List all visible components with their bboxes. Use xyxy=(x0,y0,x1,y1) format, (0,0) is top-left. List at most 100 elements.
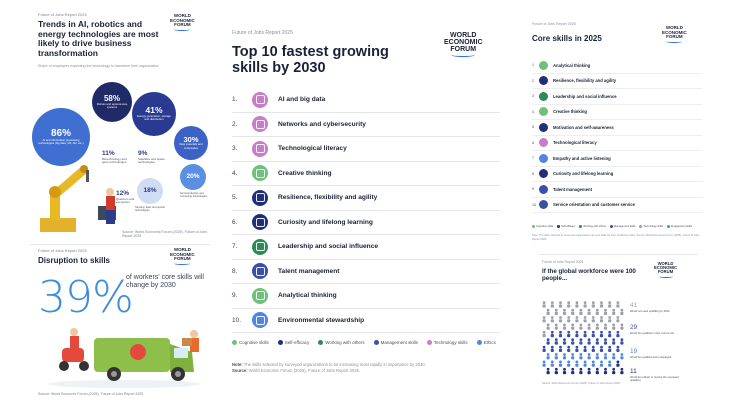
person-icon xyxy=(575,330,579,338)
person-icon xyxy=(550,330,554,338)
person-icon xyxy=(608,330,612,338)
person-icon xyxy=(612,308,616,315)
robot-arm-illustration xyxy=(40,165,116,232)
person-icon xyxy=(599,345,604,352)
person-icon xyxy=(583,360,587,367)
person-icon xyxy=(616,330,620,338)
top-skills-panel: Future of Jobs Report 2025 Top 10 fastes… xyxy=(222,14,504,386)
person-icon xyxy=(558,360,563,367)
person-icon xyxy=(595,323,599,330)
wef-logo: WORLD ECONOMIC FORUM xyxy=(662,25,687,43)
legend-item: Technology skills xyxy=(426,340,468,345)
stat-no-upskilling: 41 Would not need upskilling by 2030 xyxy=(630,302,670,313)
sensing-label: Sensing, laser and optical technologies xyxy=(135,206,165,213)
person-icon xyxy=(562,338,567,345)
person-icon xyxy=(550,345,554,352)
person-icon xyxy=(562,308,567,315)
legend-item: Working with others xyxy=(318,340,365,345)
person-icon xyxy=(567,301,571,308)
person-icon xyxy=(575,316,579,323)
report-kicker-2: Future of Jobs Report 2025 xyxy=(38,248,87,253)
person-icon xyxy=(567,345,571,352)
skill-icon xyxy=(539,60,548,70)
skill-icon xyxy=(539,153,548,163)
report-kicker: Future of Jobs Report 2025 xyxy=(532,22,576,26)
person-icon xyxy=(599,301,604,308)
person-icon xyxy=(612,323,616,330)
person-icon xyxy=(587,338,591,345)
person-icon xyxy=(591,360,595,367)
person-icon xyxy=(542,360,546,367)
person-icon xyxy=(620,308,624,315)
person-icon xyxy=(554,367,558,375)
person-icon xyxy=(546,338,550,345)
person-icon xyxy=(554,308,558,315)
person-icon xyxy=(603,323,608,330)
legend-item: Technology skills xyxy=(639,225,663,228)
person-icon xyxy=(587,353,591,360)
core-skill-row: 4 Creative thinking xyxy=(532,105,702,120)
skills-legend: Cognitive skills Self-efficacy Working w… xyxy=(232,340,496,345)
skill-icon xyxy=(252,140,268,157)
skill-row: 3. Technological literacy xyxy=(232,137,500,162)
skill-icon xyxy=(539,200,548,210)
wef-logo-2: WORLD ECONOMIC FORUM xyxy=(654,261,677,278)
legend-item: Management skills xyxy=(609,225,635,228)
big-number-description: of workers' core skills will change by 2… xyxy=(126,274,204,290)
person-icon xyxy=(603,353,608,360)
person-icon xyxy=(546,323,550,330)
person-icon xyxy=(567,330,571,338)
person-icon xyxy=(620,323,624,330)
person-icon xyxy=(583,345,587,352)
person-icon xyxy=(603,367,608,375)
person-icon xyxy=(546,308,550,315)
person-icon xyxy=(616,345,620,352)
note-quantum: 12% Quantum and encryption xyxy=(116,190,135,205)
core-skill-row: 3 Leadership and social influence xyxy=(532,89,702,105)
person-icon xyxy=(583,301,587,308)
person-icon xyxy=(579,353,583,360)
person-icon xyxy=(562,353,567,360)
person-icon xyxy=(599,360,604,367)
legend-item: Cognitive skills xyxy=(232,340,269,345)
source-2: Source: World Economic Forum (2025), Fut… xyxy=(38,392,144,396)
skill-icon xyxy=(252,263,268,280)
core-skill-row: 7 Empathy and active listening xyxy=(532,151,702,167)
skill-icon xyxy=(252,91,268,108)
skill-icon xyxy=(252,116,268,133)
people-grid xyxy=(542,301,624,375)
stat-upskilled-current: 29 Would be upskilled in their current ro… xyxy=(630,324,675,335)
top-skills-title: Top 10 fastest growing skills by 2030 xyxy=(232,44,389,76)
bubble-semiconductors: 20% xyxy=(180,164,206,190)
person-icon xyxy=(612,338,616,345)
person-icon xyxy=(608,345,612,352)
legend-item: Working with others xyxy=(579,225,606,228)
skill-icon xyxy=(539,169,548,179)
legend-item: Self-efficacy xyxy=(277,340,309,345)
person-icon xyxy=(608,316,612,323)
person-icon xyxy=(567,316,571,323)
legend-item: Engagement skills xyxy=(666,225,692,228)
person-icon xyxy=(571,338,575,345)
person-icon xyxy=(587,323,591,330)
person-icon xyxy=(595,308,599,315)
person-icon xyxy=(558,301,563,308)
person-icon xyxy=(616,360,620,367)
person-icon xyxy=(542,301,546,308)
bubble-materials: 30% New materials and composites xyxy=(174,126,208,160)
trends-subtitle: Share of employers expecting the technol… xyxy=(38,64,159,68)
person-icon xyxy=(608,301,612,308)
person-icon xyxy=(571,353,575,360)
bubble-ai: 86% AI and information processing techno… xyxy=(32,108,90,166)
core-skill-row: 10 Service orientation and customer servi… xyxy=(532,198,702,213)
report-kicker-2: Future of Jobs Report 2025 xyxy=(542,260,584,264)
person-icon xyxy=(554,323,558,330)
skill-icon xyxy=(252,189,268,206)
wef-logo-2: WORLD ECONOMIC FORUM xyxy=(170,247,195,265)
person-icon xyxy=(595,338,599,345)
person-icon xyxy=(562,323,567,330)
core-skill-row: 2 Resilience, flexibility and agility xyxy=(532,74,702,89)
person-icon xyxy=(562,367,567,375)
person-icon xyxy=(616,316,620,323)
disruption-title: Disruption to skills xyxy=(38,256,111,265)
